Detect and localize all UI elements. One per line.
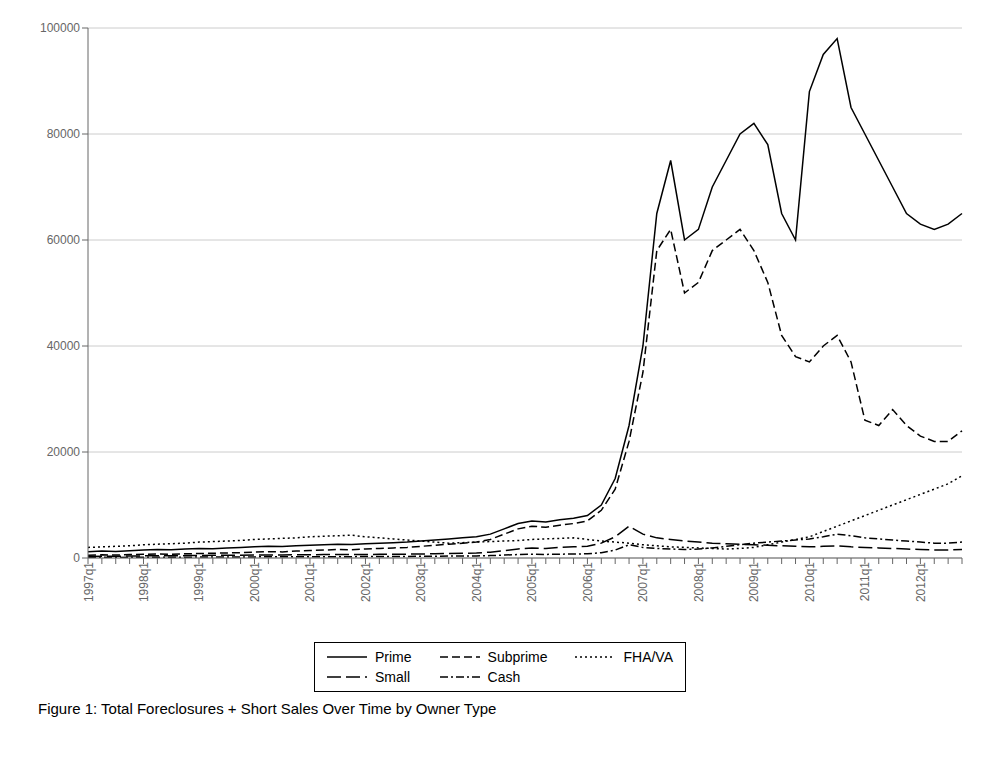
svg-text:2011q1: 2011q1 [858,562,872,601]
html-text:Subprime: Subprime [487,649,548,665]
svg-text:2000q1: 2000q1 [248,562,262,602]
svg-text:60000: 60000 [47,233,81,247]
svg-text:2009q1: 2009q1 [747,562,761,602]
svg-text:2010q1: 2010q1 [803,562,817,602]
svg-text:2005q1: 2005q1 [525,562,539,602]
svg-text:2006q1: 2006q1 [581,562,595,602]
svg-text:2012q1: 2012q1 [914,562,928,602]
svg-text:100000: 100000 [40,21,80,35]
svg-text:80000: 80000 [47,127,81,141]
svg-text:2004q1: 2004q1 [470,562,484,602]
svg-text:1998q1: 1998q1 [137,562,151,602]
svg-text:20000: 20000 [47,445,81,459]
html-text:Cash: Cash [487,669,521,685]
svg-text:0: 0 [73,551,80,565]
svg-text:2002q1: 2002q1 [359,562,373,602]
svg-text:2003q1: 2003q1 [414,562,428,602]
html-text:Small: Small [375,669,410,685]
svg-text:40000: 40000 [47,339,81,353]
svg-text:1999q1: 1999q1 [193,562,207,602]
html-text:Prime: Prime [375,649,412,665]
html-text:Figure 1: Total Foreclosures +: Figure 1: Total Foreclosures + Short Sal… [38,700,497,717]
svg-text:2007q1: 2007q1 [636,562,650,602]
svg-text:1997q1: 1997q1 [82,562,96,602]
svg-text:2001q1: 2001q1 [303,562,317,602]
html-text:FHA/VA: FHA/VA [623,649,673,665]
svg-text:2008q1: 2008q1 [692,562,706,602]
